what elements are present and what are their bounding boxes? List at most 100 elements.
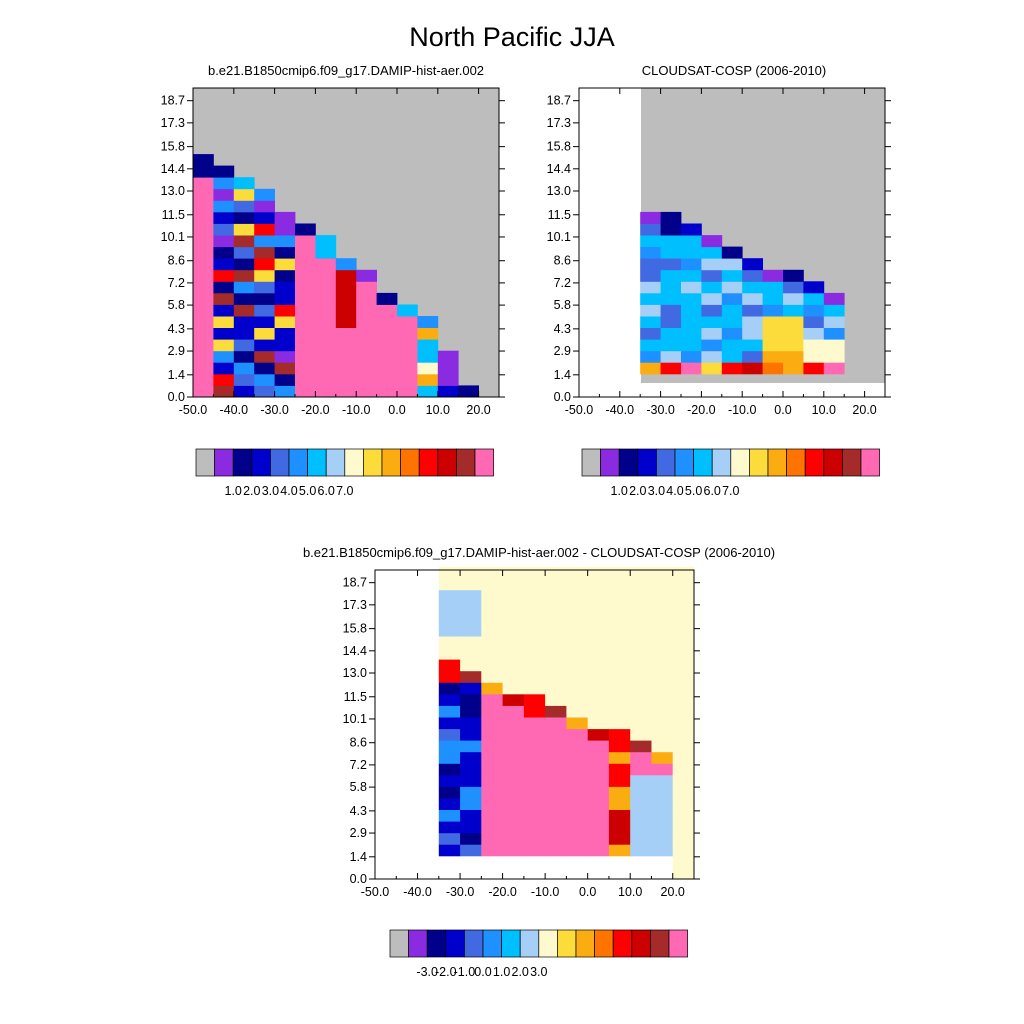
colorbar-swatch-obs-3 [637, 448, 657, 477]
heat-cell-model-82 [274, 339, 296, 352]
heat-cell-obs-41 [701, 362, 723, 375]
heat-cell-diff-87 [502, 705, 525, 718]
heat-cell-diff-16 [438, 659, 461, 672]
heat-cell-diff-64 [481, 682, 503, 695]
heat-cell-diff-118 [523, 636, 546, 649]
heat-cell-model-164 [417, 373, 439, 386]
heat-cell-model-99 [295, 327, 316, 340]
heat-cell-diff-13 [438, 693, 461, 706]
heat-cell-obs-98 [803, 292, 825, 305]
x-tick-label-obs-3: -20.0 [687, 403, 716, 417]
heat-cell-obs-99 [803, 281, 825, 294]
heat-cell-diff-107 [523, 763, 546, 776]
heat-cell-diff-225 [630, 844, 652, 857]
y-tick-label-diff-11: 15.8 [343, 622, 367, 636]
heat-cell-obs-24 [660, 246, 682, 259]
heat-cell-diff-234 [630, 740, 652, 753]
heat-cell-diff-75 [502, 844, 525, 857]
heat-cell-model-69 [254, 281, 275, 294]
y-tick-label-diff-6: 8.6 [350, 736, 367, 750]
heat-cell-model-10 [193, 269, 214, 282]
heat-cell-diff-29 [460, 798, 482, 810]
heat-cell-diff-12 [438, 705, 461, 718]
heat-cell-diff-189 [587, 682, 610, 695]
heat-cell-diff-187 [587, 705, 610, 718]
heat-cell-obs-33 [681, 304, 702, 317]
heat-cell-diff-163 [566, 693, 589, 706]
heat-cell-diff-68 [481, 636, 503, 649]
heat-cell-diff-152 [566, 821, 589, 834]
heat-cell-obs-19 [660, 304, 682, 317]
heat-cell-diff-78 [502, 809, 525, 822]
y-tick-label-diff-1: 1.4 [350, 850, 367, 864]
heat-cell-diff-22 [438, 589, 461, 602]
heat-cell-model-11 [193, 258, 214, 271]
heat-cell-obs-95 [803, 327, 825, 340]
heat-cell-diff-212 [608, 705, 631, 718]
y-tick-label-model-1: 1.4 [168, 368, 185, 382]
heat-cell-obs-27 [660, 211, 682, 224]
panel-obs-xticks: -50.0 -40.0 -30.0 -20.0 -10.0 0.0 10.0 20.0 [565, 88, 877, 417]
heat-cell-obs-54 [721, 350, 743, 363]
y-tick-label-diff-5: 7.2 [350, 758, 367, 772]
heat-cell-model-151 [376, 327, 398, 340]
heat-cell-diff-141 [545, 659, 567, 672]
heat-cell-obs-87 [783, 316, 804, 328]
heat-cell-model-130 [335, 304, 357, 317]
colorbar-swatch-model-5 [288, 448, 308, 477]
heat-cell-diff-270 [651, 612, 674, 625]
heat-cell-obs-15 [660, 350, 682, 363]
heat-cell-model-120 [315, 258, 337, 271]
colorbar-swatch-obs-15 [860, 448, 880, 477]
heat-cell-obs-31 [681, 327, 702, 340]
heat-cell-diff-221 [608, 601, 631, 614]
heat-cell-model-105 [295, 258, 316, 271]
heat-cell-diff-147 [545, 589, 567, 602]
heat-cell-diff-202 [608, 821, 631, 834]
heat-cell-diff-213 [608, 693, 631, 706]
heat-cell-diff-112 [523, 705, 546, 718]
heat-cell-obs-21 [660, 281, 682, 294]
heat-cell-model-154 [376, 292, 398, 305]
heat-cell-model-24 [213, 350, 235, 363]
x-tick-label-obs-6: 10.0 [812, 403, 836, 417]
heat-cell-model-61 [254, 373, 275, 386]
panel-model-yticks: 0.0 1.4 2.9 4.3 5.8 7.2 8.6 10.1 11.5 13.0 14.4 15.… [161, 94, 505, 404]
heat-cell-diff-70 [481, 612, 503, 625]
heat-cell-diff-48 [460, 578, 482, 591]
heat-cell-model-170 [437, 385, 459, 398]
heat-cell-diff-231 [630, 774, 652, 787]
heat-cell-diff-183 [587, 751, 610, 764]
heat-cell-diff-280 [672, 809, 695, 822]
heat-cell-diff-286 [672, 740, 695, 753]
y-tick-label-diff-7: 10.1 [343, 712, 367, 726]
heat-cell-diff-222 [608, 589, 631, 602]
heat-cell-diff-281 [672, 798, 695, 810]
heat-cell-obs-61 [721, 269, 743, 282]
heat-cell-diff-243 [630, 636, 652, 649]
colorbar-label-model-1: 2.0 [243, 484, 260, 498]
heat-cell-diff-108 [523, 751, 546, 764]
heat-cell-diff-204 [608, 798, 631, 810]
y-tick-label-model-2: 2.9 [168, 344, 185, 358]
heat-cell-model-29 [213, 292, 235, 305]
heat-cell-obs-69 [742, 304, 763, 317]
heat-cell-model-96 [295, 362, 316, 375]
y-tick-label-model-7: 10.1 [161, 230, 185, 244]
heat-cell-model-125 [335, 362, 357, 375]
heat-cell-model-52 [233, 258, 255, 271]
heat-cell-diff-139 [545, 682, 567, 695]
x-tick-label-diff-3: -20.0 [488, 885, 517, 899]
heat-cell-obs-28 [681, 362, 702, 375]
y-tick-label-diff-8: 11.5 [344, 690, 367, 704]
heat-cell-model-72 [254, 246, 275, 259]
colorbar-swatch-diff-6 [501, 929, 521, 958]
panel-diff-colorbar: -3.0-2.0-1.0 0.0 1.0 2.0 3.0 [389, 929, 688, 979]
heat-cell-diff-285 [672, 751, 695, 764]
heat-cell-diff-277 [672, 844, 695, 857]
heat-cell-diff-102 [523, 821, 546, 834]
heat-cell-model-117 [315, 292, 337, 305]
heat-cell-model-160 [397, 327, 418, 340]
heat-cell-model-143 [356, 292, 377, 305]
heat-cell-obs-68 [742, 316, 763, 328]
